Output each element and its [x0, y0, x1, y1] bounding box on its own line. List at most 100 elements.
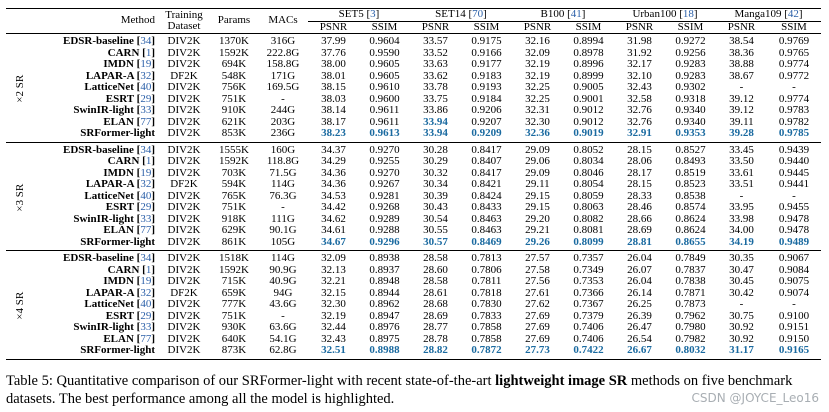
ssim-value: 0.9193 [471, 82, 502, 93]
method-name: IMDN [19] [103, 59, 155, 70]
psnr-value: 39.12 [729, 93, 754, 105]
col-ssim: SSIM [563, 21, 614, 34]
macs: 63.6G [269, 322, 297, 333]
training-dataset: DIV2K [167, 322, 201, 333]
ssim-value: 0.9289 [369, 213, 400, 225]
ssim-value: 0.9613 [359, 128, 410, 143]
psnr-value: 38.15 [321, 82, 346, 93]
training-dataset: DIV2K [167, 202, 201, 213]
psnr-value: 32.91 [614, 128, 665, 143]
psnr-value: 32.44 [321, 322, 346, 333]
ssim-value: 0.9605 [369, 70, 400, 82]
psnr-value: 32.43 [627, 82, 652, 93]
psnr-value: 27.69 [525, 333, 550, 345]
training-dataset: DIV2K [167, 105, 201, 116]
ssim-value: 0.9785 [767, 128, 822, 143]
training-dataset: DF2K [170, 179, 198, 190]
ssim-value: 0.8433 [471, 202, 502, 213]
psnr-value: 33.94 [423, 116, 448, 128]
psnr-value: 33.94 [410, 128, 461, 143]
params: 873K [210, 345, 258, 360]
macs: - [281, 93, 285, 105]
table-row: IMDN [19] DIV2K 715K 40.9G 32.21 0.8948 28.58 0… [6, 276, 821, 288]
ssim-value: 0.8624 [675, 225, 706, 236]
ssim-value: 0.8519 [675, 167, 706, 179]
method-name: IMDN [19] [103, 276, 155, 287]
psnr-value: 32.76 [627, 105, 652, 116]
method-name: LatticeNet [40] [84, 82, 155, 93]
psnr-value: 29.21 [525, 225, 550, 236]
header-row-1: Method Training Dataset Params MACs SET5… [6, 8, 822, 34]
ssim-value: 0.9445 [778, 167, 810, 179]
psnr-value: 30.92 [729, 322, 754, 333]
ssim-value: 0.7872 [461, 345, 512, 360]
ssim-value: 0.9439 [778, 143, 810, 156]
psnr-value: 26.47 [627, 322, 652, 333]
ssim-value: 0.9604 [369, 35, 400, 47]
training-dataset: DIV2K [158, 236, 210, 251]
ssim-value: 0.9774 [778, 59, 810, 70]
psnr-value: 32.43 [321, 333, 346, 345]
training-dataset: DIV2K [158, 345, 210, 360]
psnr-value: 32.25 [525, 82, 550, 93]
macs: 43.6G [269, 299, 297, 310]
ssim-value: 0.9478 [778, 213, 810, 225]
psnr-value: 28.77 [423, 322, 448, 333]
psnr-value: 32.21 [321, 276, 346, 287]
scale-label: ×2 SR [6, 33, 24, 143]
params: 694K [221, 59, 247, 70]
dataset-header-b100: B100 [41] [512, 8, 614, 22]
psnr-value: 33.78 [423, 82, 448, 93]
ssim-value: 0.9478 [778, 225, 810, 236]
psnr-value: 28.81 [614, 236, 665, 251]
ssim-value: 0.7353 [573, 276, 604, 287]
ssim-value: 0.7379 [573, 310, 604, 322]
col-params: Params [210, 8, 258, 34]
psnr-value: 33.98 [729, 213, 754, 225]
ssim-value: 0.8493 [675, 156, 706, 167]
params: 1592K [219, 47, 249, 59]
ssim-value: 0.8962 [369, 299, 400, 310]
ssim-value: 0.7811 [471, 276, 502, 287]
table-row: SRFormer-light DIV2K 861K 105G 34.67 0.9296 30… [6, 236, 822, 251]
macs: 71.5G [269, 167, 297, 179]
macs: 169.5G [266, 82, 300, 93]
psnr-value: 32.10 [627, 70, 652, 82]
table-row: ELAN [77] DIV2K 621K 203G 38.17 0.9611 33.94 0.… [6, 117, 821, 129]
method-name: ELAN [77] [103, 116, 155, 128]
ssim-value: 0.9340 [675, 116, 706, 128]
ssim-value: 0.8527 [675, 143, 706, 156]
method-name: LAPAR-A [32] [85, 179, 155, 190]
ssim-value: 0.9318 [675, 93, 706, 105]
ssim-value: 0.8463 [471, 213, 502, 225]
params: 777K [221, 299, 247, 310]
ssim-value: 0.8948 [369, 276, 400, 287]
ssim-value: 0.8099 [563, 236, 614, 251]
ssim-value: 0.9074 [778, 287, 810, 299]
psnr-value: 27.57 [525, 252, 550, 264]
ssim-value: 0.9267 [369, 179, 400, 190]
macs: 62.8G [258, 345, 308, 360]
ssim-value: 0.8463 [471, 225, 502, 236]
psnr-value: 38.23 [308, 128, 359, 143]
macs: 76.3G [269, 190, 297, 202]
ssim-value: 0.8996 [573, 59, 604, 70]
psnr-value: 37.76 [321, 47, 346, 59]
ssim-value: 0.8063 [573, 202, 604, 213]
ssim-value: 0.9353 [665, 128, 716, 143]
params: 765K [221, 190, 247, 202]
training-dataset: DIV2K [167, 59, 201, 70]
ssim-value: 0.7858 [471, 322, 502, 333]
psnr-value: 39.12 [729, 105, 754, 116]
params: 1555K [219, 143, 249, 156]
ssim-value: 0.9288 [369, 225, 400, 236]
method-name: CARN [1] [107, 47, 155, 59]
table-row: ESRT [29] DIV2K 751K - 38.03 0.9600 33.75 0.918… [6, 94, 821, 106]
ssim-value: 0.7422 [563, 345, 614, 360]
psnr-value: 34.00 [729, 225, 754, 236]
header-row-2: PSNR SSIM PSNR SSIM PSNR SSIM PSNR SSIM PSNR… [6, 21, 822, 34]
method-name: ESRT [29] [105, 202, 155, 213]
psnr-value: - [739, 82, 744, 93]
ssim-value: 0.8655 [665, 236, 716, 251]
ssim-value: 0.7818 [471, 287, 502, 299]
